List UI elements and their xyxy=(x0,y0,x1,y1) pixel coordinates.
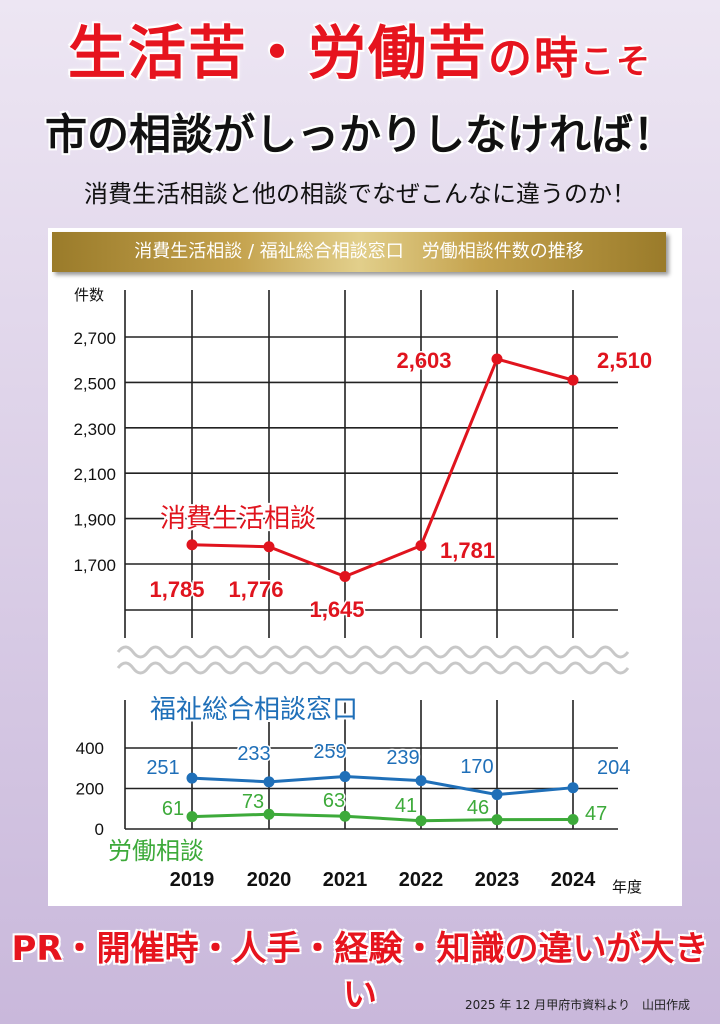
series-line-welfare xyxy=(191,775,574,797)
data-point-labor xyxy=(263,808,275,820)
data-point-labor xyxy=(339,810,351,822)
data-label-welfare: 170 xyxy=(460,756,493,778)
x-axis-label: 年度 xyxy=(612,878,642,896)
bottom-message: PR・開催時・人手・経験・知識の違いが大きい xyxy=(11,929,709,1015)
source-note: 2025 年 12 月甲府市資料より 山田作成 xyxy=(464,998,690,1012)
data-point-consumer xyxy=(186,539,198,551)
series-name-labor: 労働相談 xyxy=(108,837,204,865)
y-tick-label-upper: 1,700 xyxy=(73,556,116,575)
data-point-welfare xyxy=(263,776,275,788)
x-tick-label: 2021 xyxy=(323,869,368,891)
series-name-welfare: 福祉総合相談窓口 xyxy=(150,695,358,725)
data-label-consumer: 1,781 xyxy=(440,538,495,563)
y-tick-label-upper: 2,100 xyxy=(73,465,116,484)
series-name-consumer: 消費生活相談 xyxy=(160,504,316,534)
data-point-welfare xyxy=(186,772,198,784)
data-label-welfare: 251 xyxy=(146,757,179,779)
x-tick-label: 2023 xyxy=(475,869,520,891)
y-tick-label-upper: 2,300 xyxy=(73,420,116,439)
data-label-labor: 63 xyxy=(323,790,345,812)
data-point-consumer xyxy=(491,353,503,365)
main-title: 生活苦・労働苦の時こそ xyxy=(0,18,720,97)
data-label-welfare: 259 xyxy=(313,741,346,763)
x-tick-label: 2024 xyxy=(551,869,596,891)
y-tick-label-lower: 400 xyxy=(76,739,104,758)
data-label-welfare: 204 xyxy=(597,757,630,779)
x-tick-label: 2020 xyxy=(247,869,292,891)
data-label-welfare: 239 xyxy=(386,747,419,769)
data-label-consumer: 2,603 xyxy=(396,348,451,373)
axis-break-wave xyxy=(116,661,630,675)
y-axis-label: 件数 xyxy=(74,286,104,304)
data-point-welfare xyxy=(415,775,427,787)
data-point-welfare xyxy=(491,789,503,801)
data-label-labor: 47 xyxy=(585,803,607,825)
data-label-labor: 61 xyxy=(162,798,184,820)
series-line-consumer xyxy=(191,357,574,579)
data-point-labor xyxy=(415,815,427,827)
data-point-consumer xyxy=(567,374,579,386)
data-point-welfare xyxy=(567,782,579,794)
x-tick-label: 2019 xyxy=(170,869,215,891)
data-label-labor: 46 xyxy=(467,797,489,819)
y-tick-label-lower: 200 xyxy=(76,780,104,799)
data-point-welfare xyxy=(339,771,351,783)
main-title-text: 生活苦・労働苦 xyxy=(67,18,488,88)
main-title-particle: の時 xyxy=(487,32,580,85)
chart-title: 消費生活相談 / 福祉総合相談窓口 労働相談件数の推移 xyxy=(52,232,666,272)
y-tick-label-upper: 1,900 xyxy=(73,511,116,530)
data-label-consumer: 2,510 xyxy=(597,348,652,373)
data-label-consumer: 1,776 xyxy=(228,577,283,602)
data-point-labor xyxy=(567,813,579,825)
subtitle: 消費生活相談と他の相談でなぜこんなに違うのか！ xyxy=(84,180,636,208)
data-label-labor: 41 xyxy=(395,795,417,817)
data-point-consumer xyxy=(263,541,275,553)
data-point-consumer xyxy=(415,540,427,552)
main-title-small: こそ xyxy=(579,41,652,83)
y-tick-label-upper: 2,700 xyxy=(73,329,116,348)
data-label-consumer: 1,785 xyxy=(149,577,204,602)
data-label-labor: 73 xyxy=(242,791,264,813)
data-point-labor xyxy=(186,811,198,823)
data-point-consumer xyxy=(339,570,351,582)
axis-break-wave xyxy=(116,645,630,659)
y-tick-label-lower: 0 xyxy=(95,820,104,839)
second-title: 市の相談がしっかりしなければ！ xyxy=(44,110,675,159)
series-line-labor xyxy=(191,812,574,823)
x-tick-label: 2022 xyxy=(399,869,444,891)
y-tick-label-upper: 2,500 xyxy=(73,374,116,393)
data-label-welfare: 233 xyxy=(237,743,270,765)
data-label-consumer: 1,645 xyxy=(309,597,364,622)
data-point-labor xyxy=(491,814,503,826)
